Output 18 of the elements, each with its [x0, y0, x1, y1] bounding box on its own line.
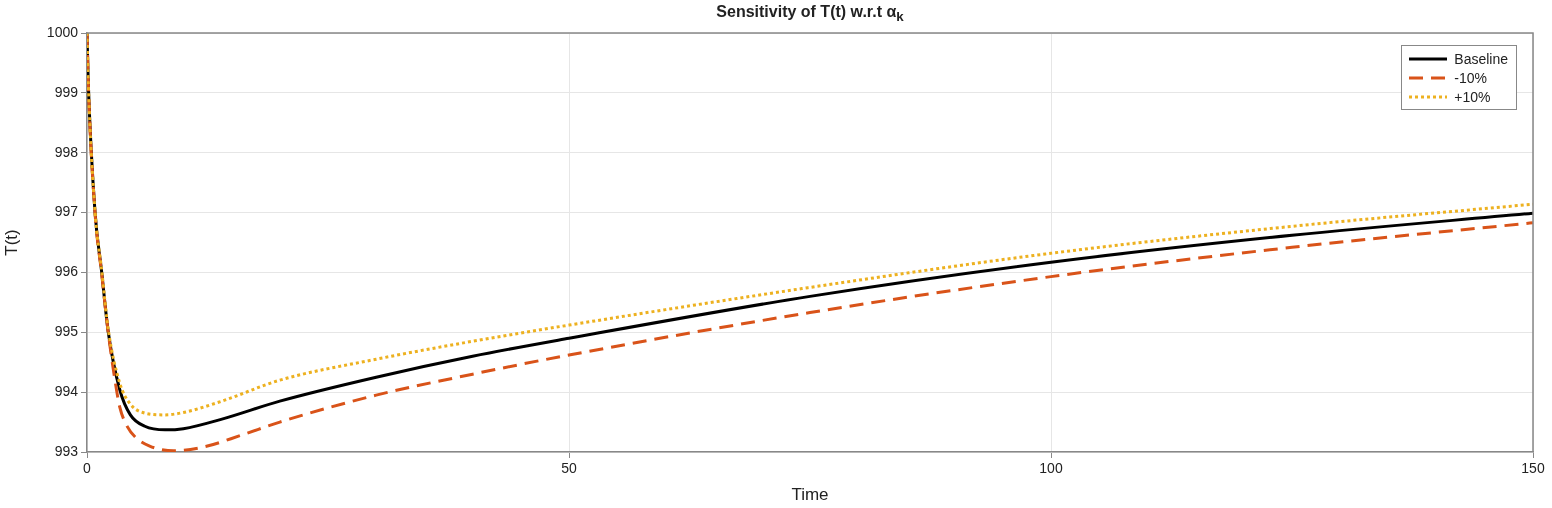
x-tick-label: 150	[1521, 460, 1545, 477]
x-tick-label: 100	[1039, 460, 1063, 477]
legend-label: -10%	[1454, 69, 1487, 86]
y-tick-label: 999	[54, 83, 79, 100]
x-axis-title: Time	[791, 485, 829, 505]
x-tick-label: 0	[83, 460, 92, 477]
legend-label: +10%	[1454, 88, 1491, 105]
y-tick-label: 995	[54, 323, 79, 340]
y-tick-label: 1000	[46, 23, 79, 40]
y-axis-title: T(t)	[1, 229, 21, 256]
y-tick-label: 994	[54, 383, 79, 399]
y-tick-label: 997	[54, 203, 79, 220]
chart-title: Sensitivity of T(t) w.r.t α$_{k}$	[715, 3, 905, 25]
x-tick-label: 50	[561, 460, 577, 477]
y-tick-label: 996	[54, 263, 79, 280]
legend-label: Baseline	[1454, 50, 1508, 67]
y-tick-label: 993	[54, 442, 79, 459]
y-tick-label: 998	[54, 143, 79, 160]
